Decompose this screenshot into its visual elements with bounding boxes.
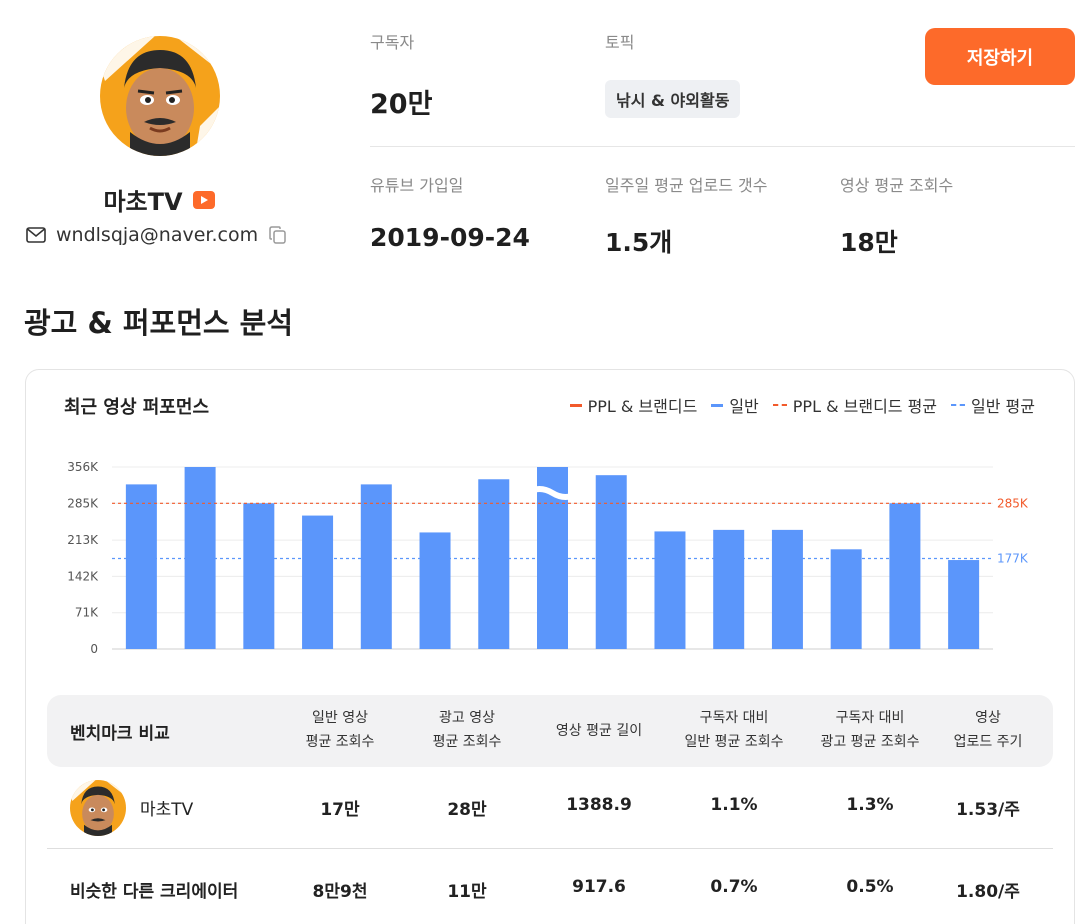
y-tick-label: 213K — [67, 533, 99, 547]
table-cell: 28만 — [447, 800, 487, 820]
table-cell: 1.80/주 — [956, 882, 1020, 902]
y-tick-label: 0 — [90, 642, 98, 656]
table-cell: 11만 — [447, 882, 487, 902]
table-cell: 8만9천 — [312, 882, 368, 902]
table-cell: 1.1% — [710, 795, 758, 815]
bar — [713, 529, 745, 649]
bar — [654, 531, 686, 649]
avg-views-value: 18만 — [840, 228, 898, 257]
weekly-upload-label: 일주일 평균 업로드 갯수 — [605, 176, 768, 195]
legend-swatch-ppl-avg — [772, 404, 787, 406]
table-cell: 0.5% — [846, 877, 894, 897]
legend-swatch-normal-avg — [951, 404, 966, 406]
legend-swatch-ppl — [569, 403, 582, 407]
subscribers-value: 20만 — [370, 89, 433, 120]
avg-views-label: 영상 평균 조회수 — [840, 176, 954, 195]
y-tick-label: 142K — [67, 569, 99, 583]
bar — [771, 529, 803, 649]
topic-label: 토픽 — [605, 33, 635, 52]
weekly-upload-value: 1.5개 — [605, 228, 673, 257]
benchmark-header-line1: 광고 영상 — [439, 710, 495, 726]
bar — [830, 549, 862, 649]
table-cell: 17만 — [320, 800, 360, 820]
save-button[interactable]: 저장하기 — [925, 28, 1075, 85]
legend-label-ppl: PPL & 브랜디드 — [587, 397, 698, 416]
bar — [302, 515, 334, 649]
channel-name: 마초TV — [103, 188, 183, 216]
legend-item-ppl-avg[interactable]: PPL & 브랜디드 평균 — [772, 393, 938, 417]
youtube-icon[interactable] — [192, 190, 215, 209]
y-tick-label: 356K — [67, 460, 99, 474]
table-row-divider — [47, 848, 1053, 849]
copy-icon[interactable] — [268, 225, 288, 245]
benchmark-header-line1: 영상 평균 길이 — [555, 723, 643, 739]
chart-title: 최근 영상 퍼포먼스 — [64, 397, 210, 418]
benchmark-header-line2: 평균 조회수 — [432, 734, 502, 750]
mail-icon — [26, 227, 46, 243]
email-text: wndlsqja@naver.com — [56, 224, 259, 246]
legend-label-normal: 일반 — [729, 397, 759, 416]
legend-item-normal-avg[interactable]: 일반 평균 — [951, 393, 1035, 417]
average-line-label: 285K — [997, 496, 1029, 510]
legend-swatch-normal — [711, 403, 724, 407]
benchmark-header-line2: 일반 평균 조회수 — [684, 734, 784, 750]
legend-item-normal[interactable]: 일반 — [711, 393, 759, 417]
bar-break-mark — [524, 486, 581, 500]
join-date-value: 2019-09-24 — [370, 223, 530, 252]
bar — [419, 532, 451, 649]
y-tick-label: 71K — [75, 606, 99, 620]
table-cell: 1.3% — [846, 795, 894, 815]
legend-label-ppl-avg: PPL & 브랜디드 평균 — [792, 397, 938, 416]
channel-avatar — [100, 36, 220, 156]
benchmark-header-line1: 구독자 대비 — [835, 710, 905, 726]
stats-divider — [370, 146, 1075, 147]
table-row-name: 마초TV — [140, 800, 194, 820]
join-date-label: 유튜브 가입일 — [370, 176, 464, 195]
table-cell: 0.7% — [710, 877, 758, 897]
performance-bar-chart: 356K 285K 213K 142K 71K 0 285K 177K — [67, 460, 1029, 656]
benchmark-header-line2: 광고 평균 조회수 — [820, 734, 920, 750]
benchmark-header-line1: 구독자 대비 — [699, 710, 769, 726]
bar — [360, 484, 392, 649]
benchmark-header-col-2: 영상 평균 길이 — [519, 719, 679, 743]
benchmark-title: 벤치마크 비교 — [70, 724, 170, 744]
benchmark-header-line1: 영상 — [975, 710, 1001, 726]
benchmark-header-line2: 평균 조회수 — [305, 734, 375, 750]
chart-legend: PPL & 브랜디드 일반 PPL & 브랜디드 평균 일반 평균 — [569, 393, 1035, 417]
bar — [889, 503, 921, 649]
section-title: 광고 & 퍼포먼스 분석 — [24, 306, 294, 340]
topic-chip: 낚시 & 야외활동 — [605, 80, 741, 118]
table-row-name: 비슷한 다른 크리에이터 — [70, 882, 239, 902]
bar — [125, 484, 157, 649]
bar — [948, 560, 980, 649]
benchmark-header-line2: 업로드 주기 — [953, 734, 1023, 750]
bar — [595, 475, 627, 649]
table-cell: 1388.9 — [566, 795, 632, 815]
legend-item-ppl[interactable]: PPL & 브랜디드 — [569, 393, 698, 417]
table-cell: 917.6 — [572, 877, 626, 897]
average-line-label: 177K — [997, 552, 1029, 566]
bar — [478, 479, 510, 649]
subscribers-label: 구독자 — [370, 33, 415, 52]
table-cell: 1.53/주 — [956, 800, 1020, 820]
row-avatar — [70, 780, 126, 836]
y-tick-label: 285K — [67, 496, 99, 510]
benchmark-header-line1: 일반 영상 — [312, 710, 368, 726]
legend-label-normal-avg: 일반 평균 — [971, 397, 1035, 416]
bar — [243, 503, 275, 649]
benchmark-header — [47, 695, 1053, 767]
